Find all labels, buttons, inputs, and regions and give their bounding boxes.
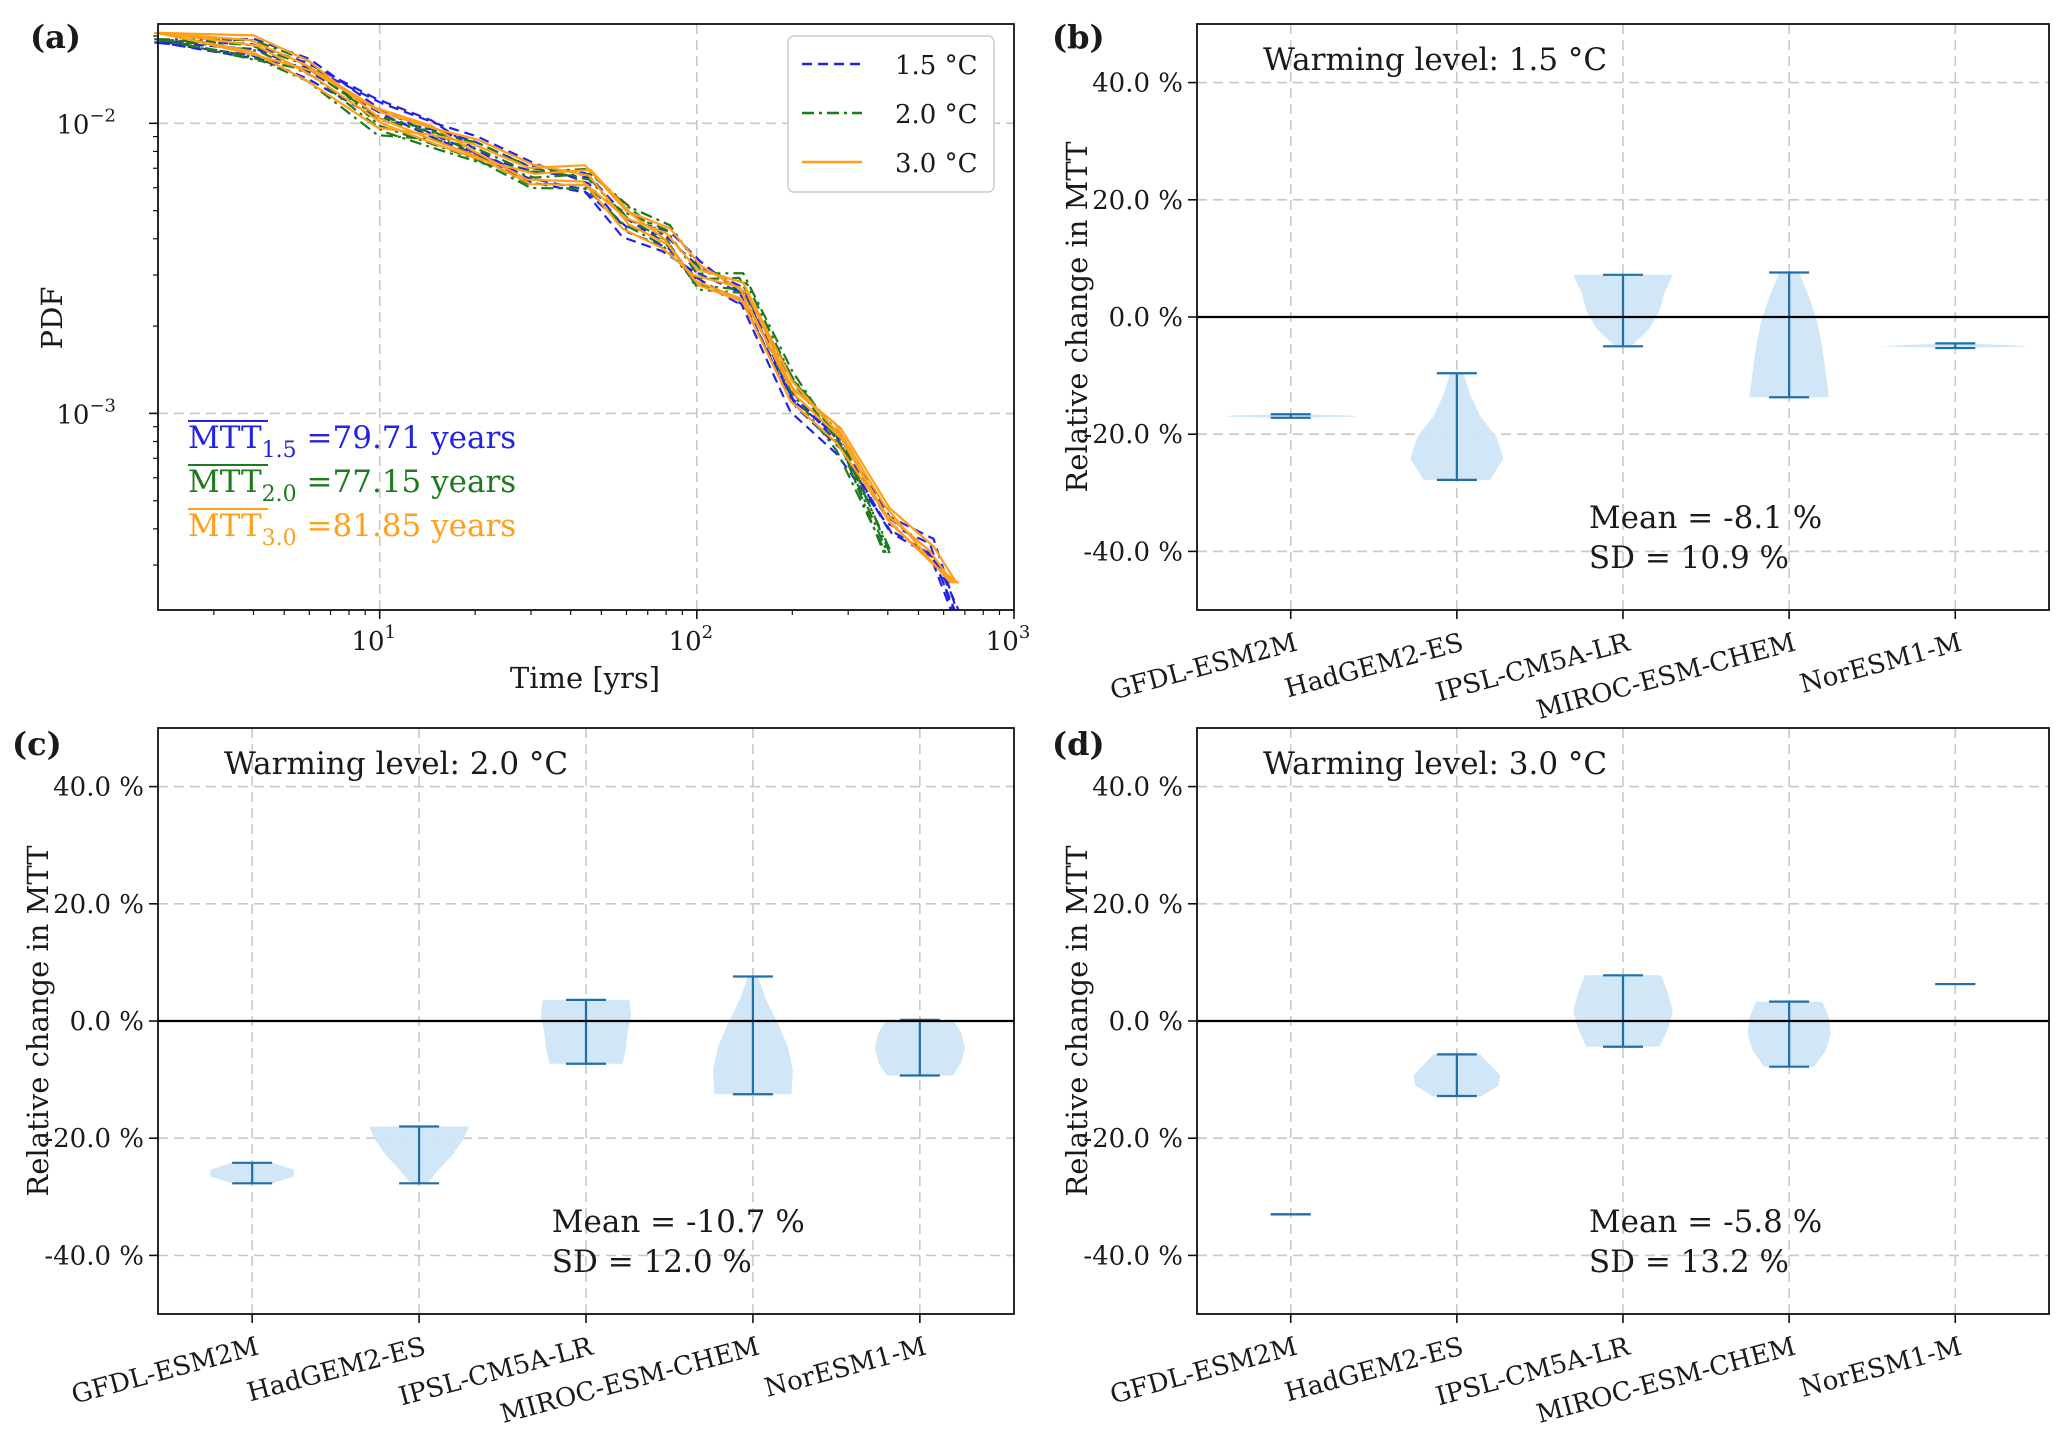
- y-axis-label: Relative change in MTT: [1060, 845, 1094, 1197]
- x-tick-exponent: 2: [702, 622, 713, 643]
- violin-panel-3-0: 40.0 % 20.0 % 0.0 % -20.0 % -40.0 % GFDL-ESM2…: [1060, 727, 2050, 1429]
- y-tick-exponent: −2: [89, 105, 116, 126]
- pdf-x-axis-label: Time [yrs]: [510, 661, 660, 695]
- mtt-annotation-3-0: MTT3.0 =81.85 years: [188, 508, 516, 551]
- x-tick-exponent: 3: [1019, 622, 1030, 643]
- y-tick-label: 0.0 %: [1109, 303, 1183, 333]
- y-tick-label: -20.0 %: [1083, 420, 1183, 450]
- x-category-label: NorESM1-M: [761, 1332, 929, 1404]
- mtt-base: MTT: [188, 508, 262, 544]
- stats-mean: Mean = -8.1 %: [1589, 500, 1822, 536]
- stats-mean: Mean = -10.7 %: [552, 1204, 805, 1240]
- pdf-line-2-0-c-member-2: [155, 38, 887, 554]
- y-tick-label: -20.0 %: [44, 1124, 144, 1154]
- mtt-value: =81.85 years: [297, 508, 517, 544]
- pdf-panel: 101 102 103 10−2 10−3 Time [yrs] PDF 1.5 °C …: [35, 23, 1031, 695]
- stats-mean: Mean = -5.8 %: [1589, 1204, 1822, 1240]
- y-tick-label: 40.0 %: [1092, 69, 1183, 99]
- legend-label-3-0: 3.0 °C: [895, 149, 978, 179]
- panel-label-b: (b): [1052, 18, 1105, 56]
- y-tick-label: 10−3: [56, 395, 116, 430]
- y-tick-label: 40.0 %: [53, 773, 144, 803]
- x-tick-label: 103: [986, 622, 1031, 657]
- y-tick-label: 20.0 %: [1092, 186, 1183, 216]
- mtt-subscript: 2.0: [262, 482, 297, 507]
- legend-label-1-5: 1.5 °C: [895, 51, 978, 81]
- pdf-plot-frame: [157, 23, 1015, 611]
- mtt-annotations: MTT1.5 =79.71 years MTT2.0 =77.15 years …: [188, 420, 516, 551]
- x-category-label: GFDL-ESM2M: [1107, 1332, 1301, 1411]
- stats-sd: SD = 10.9 %: [1589, 540, 1789, 576]
- y-tick-label: -40.0 %: [44, 1241, 144, 1271]
- y-tick-label: 40.0 %: [1092, 773, 1183, 803]
- x-category-label: NorESM1-M: [1797, 1332, 1965, 1404]
- x-tick-label: 101: [351, 622, 396, 657]
- x-category-label: GFDL-ESM2M: [1107, 628, 1301, 707]
- pdf-line-2-0-c-member-5: [161, 38, 893, 554]
- pdf-ticks: 101 102 103 10−2 10−3: [56, 35, 1031, 657]
- mtt-value: =79.71 years: [297, 420, 517, 456]
- mtt-base: MTT: [188, 420, 262, 456]
- violin-panel-1-5: 40.0 % 20.0 % 0.0 % -20.0 % -40.0 % GFDL-ESM2…: [1060, 23, 2050, 726]
- pdf-y-axis-label: PDF: [35, 287, 69, 350]
- stats-sd: SD = 13.2 %: [1589, 1244, 1789, 1280]
- y-tick-label: -20.0 %: [1083, 1124, 1183, 1154]
- pdf-line-2-0-c-member-1: [154, 38, 886, 554]
- legend-label-2-0: 2.0 °C: [895, 100, 978, 130]
- y-tick-exponent: −3: [89, 395, 116, 416]
- panel-title: Warming level: 1.5 °C: [1263, 42, 1607, 78]
- panel-title: Warming level: 3.0 °C: [1263, 746, 1607, 782]
- mtt-annotation-2-0: MTT2.0 =77.15 years: [188, 464, 516, 507]
- x-category-label: GFDL-ESM2M: [68, 1332, 262, 1411]
- mtt-annotation-1-5: MTT1.5 =79.71 years: [188, 420, 516, 463]
- y-axis-label: Relative change in MTT: [1060, 141, 1094, 493]
- mtt-base: MTT: [188, 464, 262, 500]
- x-category-label: NorESM1-M: [1797, 628, 1965, 700]
- y-tick-label: 0.0 %: [1109, 1007, 1183, 1037]
- panel-title: Warming level: 2.0 °C: [224, 746, 568, 782]
- mtt-subscript: 1.5: [262, 438, 297, 463]
- panel-label-a: (a): [30, 18, 81, 56]
- violin-panel-2-0: 40.0 % 20.0 % 0.0 % -20.0 % -40.0 % GFDL-ESM2…: [21, 727, 1015, 1429]
- y-axis-label: Relative change in MTT: [21, 845, 55, 1197]
- y-tick-label: 20.0 %: [53, 890, 144, 920]
- pdf-line-3-0-c-member-2: [155, 31, 954, 584]
- y-tick-label: 20.0 %: [1092, 890, 1183, 920]
- pdf-line-2-0-c-member-4: [159, 38, 891, 554]
- pdf-line-3-0-c-member-4: [159, 31, 958, 584]
- pdf-line-3-0-c-member-5: [161, 31, 960, 584]
- pdf-legend: 1.5 °C 2.0 °C 3.0 °C: [787, 35, 995, 193]
- mtt-subscript: 3.0: [262, 526, 297, 551]
- stats-sd: SD = 12.0 %: [552, 1244, 752, 1280]
- y-tick-label: -40.0 %: [1083, 537, 1183, 567]
- pdf-line-2-0-c-member-3: [157, 38, 889, 554]
- panel-label-c: (c): [12, 725, 62, 763]
- pdf-line-3-0-c-member-1: [154, 31, 952, 584]
- panel-label-d: (d): [1052, 725, 1105, 763]
- x-tick-exponent: 1: [385, 622, 396, 643]
- legend-box: [787, 35, 995, 193]
- x-tick-label: 102: [669, 622, 714, 657]
- y-tick-label: 10−2: [56, 105, 116, 140]
- mtt-value: =77.15 years: [297, 464, 517, 500]
- y-tick-label: 0.0 %: [70, 1007, 144, 1037]
- y-tick-label: -40.0 %: [1083, 1241, 1183, 1271]
- pdf-series-lines: [154, 31, 960, 611]
